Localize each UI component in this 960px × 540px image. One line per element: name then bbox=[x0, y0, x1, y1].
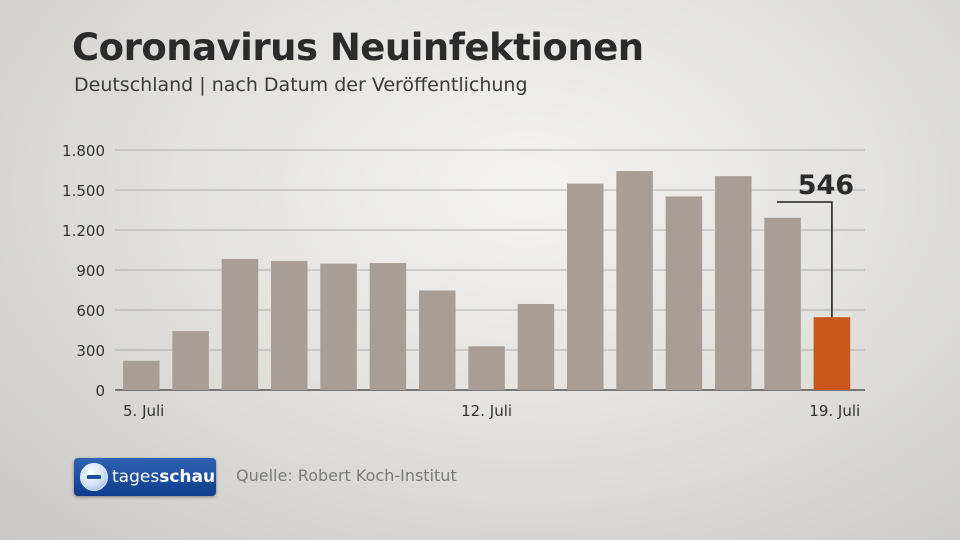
bar bbox=[320, 263, 357, 390]
bar bbox=[567, 183, 604, 390]
chart-title: Coronavirus Neuinfektionen bbox=[72, 26, 644, 69]
y-tick-label: 600 bbox=[76, 302, 105, 320]
x-tick-label: 12. Juli bbox=[461, 402, 512, 420]
bar bbox=[271, 260, 308, 390]
bar bbox=[665, 196, 703, 390]
y-tick-label: 300 bbox=[76, 342, 105, 360]
x-tick-label: 5. Juli bbox=[123, 402, 164, 420]
chart-subtitle: Deutschland | nach Datum der Veröffentli… bbox=[74, 74, 528, 96]
bar bbox=[123, 360, 160, 390]
bar bbox=[764, 217, 801, 390]
logo-text-bold: schau bbox=[159, 467, 216, 487]
x-tick-label: 19. Juli bbox=[809, 402, 860, 420]
globe-icon bbox=[80, 463, 108, 491]
highlight-value-label: 546 bbox=[798, 170, 854, 201]
y-tick-label: 1.800 bbox=[62, 142, 105, 160]
logo-text: tagesschau bbox=[112, 467, 215, 487]
bar bbox=[616, 171, 653, 390]
highlight-leader-line bbox=[776, 201, 833, 318]
bar bbox=[517, 304, 555, 390]
source-note: Quelle: Robert Koch-Institut bbox=[236, 466, 457, 485]
bar bbox=[172, 331, 209, 390]
y-tick-label: 0 bbox=[95, 382, 105, 400]
bar bbox=[369, 263, 407, 390]
bar bbox=[715, 176, 752, 390]
bar bbox=[813, 317, 851, 390]
bar bbox=[419, 290, 456, 390]
tagesschau-logo: tagesschau bbox=[74, 458, 216, 496]
y-tick-label: 900 bbox=[76, 262, 105, 280]
y-tick-label: 1.200 bbox=[62, 222, 105, 240]
bar bbox=[468, 346, 505, 390]
y-tick-label: 1.500 bbox=[62, 182, 105, 200]
bar bbox=[221, 258, 259, 390]
logo-text-light: tages bbox=[112, 467, 160, 487]
